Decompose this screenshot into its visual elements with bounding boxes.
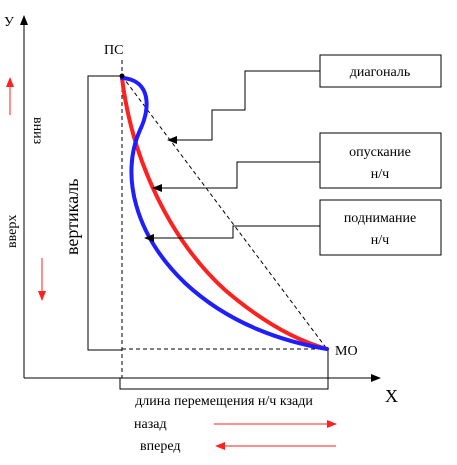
start-point-dot (119, 73, 125, 79)
lifting-callout-line2: н/ч (371, 233, 389, 248)
diagonal-line (121, 75, 328, 350)
lifting-callout-box (319, 199, 442, 256)
length-bracket (119, 378, 329, 390)
lifting-curve (120, 76, 329, 351)
vertical-label: вертикаль (62, 179, 82, 255)
diagonal-leader (167, 70, 320, 144)
lowering-callout-line2: н/ч (371, 167, 389, 182)
lowering-leader (152, 161, 320, 192)
length-label: длина перемещения н/ч кзади (135, 394, 313, 409)
lifting-leader (144, 225, 320, 242)
diagonal-callout-box (319, 54, 442, 88)
x-axis-label: X (385, 386, 398, 406)
down-label: вниз (30, 117, 45, 145)
lowering-callout-line1: опускание (349, 145, 411, 160)
lowering-callout-box (319, 132, 442, 189)
forward-label: вперед (140, 439, 180, 454)
back-label: назад (134, 417, 167, 432)
end-point-label: МО (335, 344, 358, 359)
vertical-bracket (87, 75, 122, 351)
y-axis-label: У (4, 15, 14, 30)
start-point-label: ПС (104, 43, 123, 58)
diagonal-callout-text: диагональ (350, 65, 410, 80)
up-label: вверх (5, 215, 20, 248)
lifting-callout-line1: поднимание (344, 211, 416, 226)
